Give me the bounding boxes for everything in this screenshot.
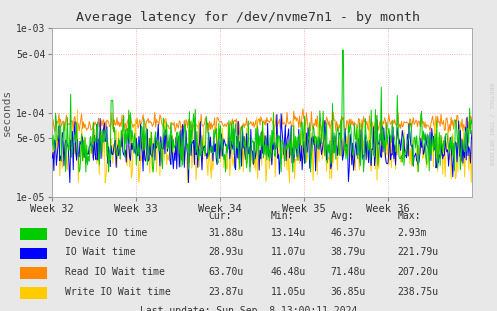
- Text: Max:: Max:: [398, 211, 421, 221]
- Text: 23.87u: 23.87u: [209, 286, 244, 296]
- Text: 63.70u: 63.70u: [209, 267, 244, 277]
- Text: Read IO Wait time: Read IO Wait time: [65, 267, 165, 277]
- Y-axis label: seconds: seconds: [1, 89, 12, 136]
- Text: 13.14u: 13.14u: [271, 228, 306, 238]
- Text: 46.48u: 46.48u: [271, 267, 306, 277]
- Text: 11.05u: 11.05u: [271, 286, 306, 296]
- Text: Average latency for /dev/nvme7n1 - by month: Average latency for /dev/nvme7n1 - by mo…: [77, 11, 420, 24]
- Text: Cur:: Cur:: [209, 211, 232, 221]
- Text: 38.79u: 38.79u: [331, 247, 366, 257]
- Text: 221.79u: 221.79u: [398, 247, 439, 257]
- Text: Device IO time: Device IO time: [65, 228, 147, 238]
- Text: Write IO Wait time: Write IO Wait time: [65, 286, 170, 296]
- Text: 2.93m: 2.93m: [398, 228, 427, 238]
- Text: IO Wait time: IO Wait time: [65, 247, 135, 257]
- Text: 207.20u: 207.20u: [398, 267, 439, 277]
- Text: 31.88u: 31.88u: [209, 228, 244, 238]
- Text: 71.48u: 71.48u: [331, 267, 366, 277]
- Text: 238.75u: 238.75u: [398, 286, 439, 296]
- Text: 46.37u: 46.37u: [331, 228, 366, 238]
- Text: Last update: Sun Sep  8 13:00:11 2024: Last update: Sun Sep 8 13:00:11 2024: [140, 306, 357, 311]
- Text: Avg:: Avg:: [331, 211, 354, 221]
- Text: Min:: Min:: [271, 211, 294, 221]
- Text: RRDTOOL / TOBI OETIKER: RRDTOOL / TOBI OETIKER: [489, 83, 494, 166]
- Text: 11.07u: 11.07u: [271, 247, 306, 257]
- Text: 28.93u: 28.93u: [209, 247, 244, 257]
- Text: 36.85u: 36.85u: [331, 286, 366, 296]
